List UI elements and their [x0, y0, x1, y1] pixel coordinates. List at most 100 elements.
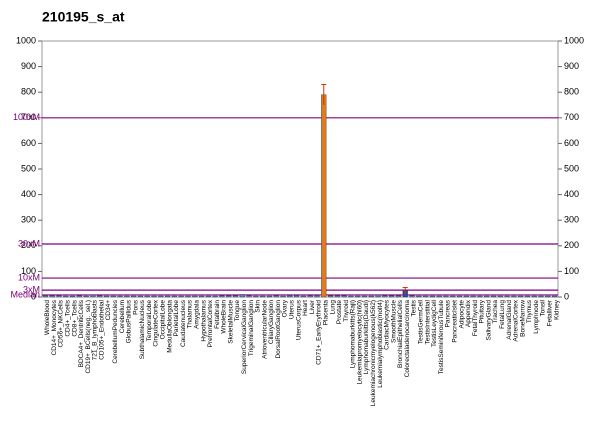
x-tick-label: SuperiorCervicalGanglion: [241, 300, 248, 374]
x-tick-label: SubthalamicNucleus: [139, 299, 146, 359]
x-tick-label: Prostate: [336, 300, 343, 325]
y-tick-label: 800: [21, 87, 36, 97]
bar: [334, 295, 340, 298]
x-tick-label: Fetalbrain: [214, 300, 221, 329]
y2-tick-label: 600: [564, 138, 579, 148]
x-tick-label: SkeletalMuscle: [227, 300, 234, 344]
x-tick-label: Lymphomaburkitts(Raji): [350, 300, 357, 368]
reference-label: 10xM: [18, 272, 40, 282]
y-tick-label: 300: [21, 215, 36, 225]
x-tick-label: Colorectaladenocarcinoma: [404, 300, 411, 378]
x-tick-label: BoneMarrow: [519, 300, 526, 337]
bar: [260, 295, 266, 298]
x-tick-label: MedullaOblongata: [166, 300, 173, 353]
x-tick-label: AdrenalGland: [506, 300, 513, 340]
x-tick-label: Liver: [309, 299, 316, 314]
x-tick-label: Leukemiapromyelocytic(hl60): [356, 300, 363, 385]
bar: [205, 295, 211, 298]
bar: [348, 295, 354, 298]
x-tick-label: UterusCorpus: [295, 299, 302, 340]
x-tick-label: CiliaryGanglion: [268, 300, 275, 344]
plot-frame: [41, 40, 559, 298]
bar: [416, 295, 422, 298]
x-tick-label: Adipocyte: [458, 300, 465, 329]
y-tick-label: 200: [21, 240, 36, 250]
x-tick-label: Leukemialymphoblastic(molt4): [377, 300, 384, 388]
x-tick-label: Tongue: [234, 300, 241, 322]
chart-title: 210195_s_at: [42, 9, 125, 25]
y-tick-label: 100: [21, 266, 36, 276]
x-tick-label: CD56+_NKCells: [58, 299, 65, 347]
y-tick-label: 400: [21, 189, 36, 199]
bar: [429, 295, 435, 298]
bar: [178, 295, 184, 298]
bar: [165, 295, 171, 298]
bar: [158, 295, 164, 298]
y2-tick-label: 100: [564, 266, 579, 276]
bar: [42, 295, 48, 298]
bar: [151, 295, 157, 298]
bar: [497, 295, 503, 298]
x-tick-label: Appendix: [465, 299, 472, 327]
x-tick-label: Leukemiachronicmyelogenous(k562): [370, 300, 377, 406]
bar: [226, 295, 232, 298]
bar: [63, 295, 69, 298]
y2-tick-label: 400: [564, 189, 579, 199]
x-tick-label: TrigeminalGanglion: [248, 300, 255, 357]
x-tick-label: CD14+_Monocytes: [51, 299, 58, 355]
y2-tick-label: 700: [564, 112, 579, 122]
bar: [90, 294, 96, 298]
bar: [185, 295, 191, 298]
x-tick-label: GlobusPallidus: [126, 299, 133, 343]
bar: [246, 295, 252, 298]
x-tick-label: TestisInterstitial: [424, 299, 431, 344]
bar: [518, 295, 524, 298]
x-tick-label: TestisGermCell: [418, 299, 425, 344]
bar: [355, 295, 361, 298]
x-tick-label: CD34+: [105, 300, 112, 321]
x-tick-label: WholeBlood: [44, 300, 51, 335]
y2-tick-label: 900: [564, 61, 579, 71]
bar: [219, 295, 225, 298]
x-tick-label: CD4+_Tcells: [64, 299, 71, 336]
bar: [395, 295, 402, 298]
x-tick-label: Placenta: [322, 300, 329, 326]
x-tick-label: 721_B_lymphoblasts: [92, 299, 99, 360]
bar: [56, 295, 62, 298]
x-tick-label: Skin: [255, 300, 262, 313]
bar: [423, 295, 429, 298]
x-tick-label: CardiacMyocytes: [384, 299, 391, 350]
x-tick-label: SmoothMuscle: [390, 300, 397, 343]
x-tick-label: FetalLung: [499, 300, 506, 329]
x-tick-label: WholeBrain: [221, 300, 228, 334]
bar: [192, 295, 198, 298]
bar: [321, 94, 327, 298]
y2-tick-label: 1000: [564, 35, 584, 45]
bar: [456, 295, 463, 298]
bar: [545, 295, 551, 298]
bar: [443, 295, 449, 298]
bar: [436, 295, 442, 298]
x-tick-label: Testis: [411, 299, 418, 316]
x-tick-label: Pons: [132, 299, 139, 315]
y-tick-label: 900: [21, 61, 36, 71]
x-tick-label: CD8+_Tcells: [71, 299, 78, 336]
bar: [463, 295, 469, 298]
x-tick-label: Lung: [329, 300, 336, 315]
bar: [511, 295, 517, 298]
bar: [409, 295, 415, 298]
bar: [239, 294, 245, 298]
y-tick-label: 1000: [16, 35, 36, 45]
x-tick-label: Uterus: [289, 299, 296, 319]
x-tick-label: Lymphnode: [533, 300, 540, 334]
bar: [83, 295, 89, 298]
y2-tick-label: 0: [564, 291, 569, 301]
y-tick-label: 600: [21, 138, 36, 148]
bar: [538, 295, 544, 298]
bar: [375, 294, 381, 298]
y-tick-label: 500: [21, 163, 36, 173]
x-tick-label: Thalamus: [187, 299, 194, 328]
y2-tick-label: 300: [564, 215, 579, 225]
bar: [531, 295, 537, 298]
